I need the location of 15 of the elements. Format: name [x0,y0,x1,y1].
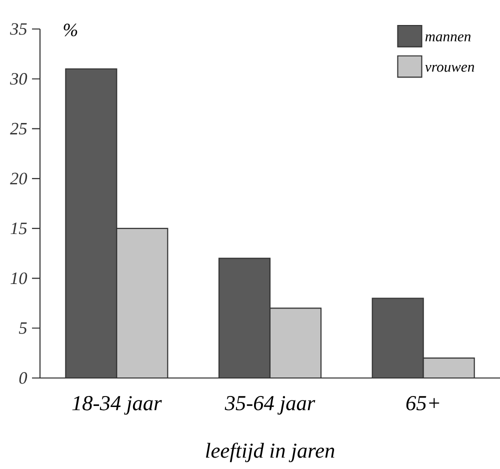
x-tick-label: 35-64 jaar [224,396,316,415]
y-tick-label: 35 [10,23,27,35]
legend-label: vrouwen [425,64,474,72]
y-tick-label: 30 [10,73,28,85]
y-tick-label: 25 [10,122,27,135]
y-tick-label: 5 [18,322,27,334]
x-axis-title: leeftijd in jaren [206,442,334,462]
x-tick-label: 18-34 jaar [72,396,162,415]
y-tick-label: 20 [10,172,28,184]
x-tick-label: 65+ [406,396,440,410]
y-axis-title: % [64,24,78,36]
legend-label: mannen [425,34,471,42]
y-tick-label: 15 [10,222,27,234]
y-tick-label: 10 [10,272,28,284]
y-tick-label: 0 [19,372,28,384]
